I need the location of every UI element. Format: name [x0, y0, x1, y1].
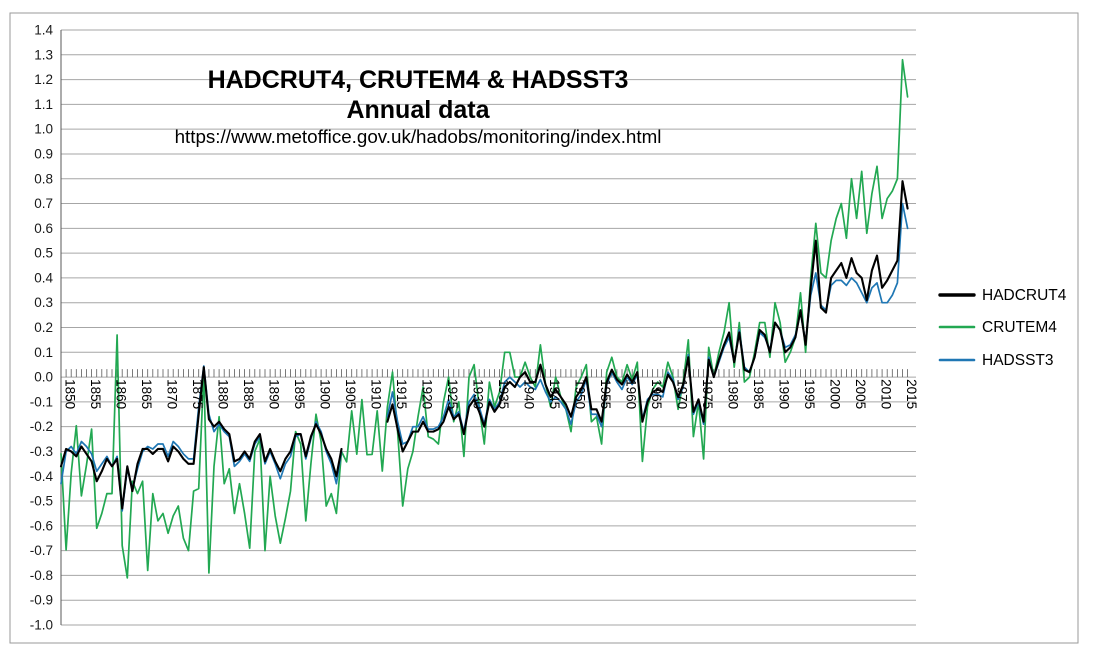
svg-text:CRUTEM4: CRUTEM4 [982, 319, 1057, 336]
svg-text:1910: 1910 [369, 379, 384, 409]
svg-text:HADSST3: HADSST3 [982, 352, 1054, 369]
svg-text:-0.6: -0.6 [30, 518, 53, 533]
svg-text:1940: 1940 [522, 379, 537, 409]
svg-text:1905: 1905 [343, 379, 358, 409]
svg-text:1875: 1875 [190, 379, 205, 409]
svg-text:0.9: 0.9 [34, 146, 53, 161]
svg-text:1985: 1985 [751, 379, 766, 409]
svg-text:1975: 1975 [700, 379, 715, 409]
svg-text:0.0: 0.0 [34, 370, 53, 385]
svg-text:1915: 1915 [394, 379, 409, 409]
svg-text:1920: 1920 [420, 379, 435, 409]
svg-text:0.1: 0.1 [34, 345, 53, 360]
svg-text:2005: 2005 [853, 379, 868, 409]
svg-text:1.2: 1.2 [34, 72, 53, 87]
svg-text:-0.2: -0.2 [30, 419, 53, 434]
svg-text:HADCRUT4, CRUTEM4 & HADSST3: HADCRUT4, CRUTEM4 & HADSST3 [208, 66, 629, 94]
svg-text:1855: 1855 [88, 379, 103, 409]
svg-text:1950: 1950 [573, 379, 588, 409]
svg-text:1890: 1890 [267, 379, 282, 409]
svg-text:2015: 2015 [904, 379, 919, 409]
svg-text:1980: 1980 [726, 379, 741, 409]
svg-text:0.7: 0.7 [34, 196, 53, 211]
svg-text:1860: 1860 [114, 379, 129, 409]
svg-text:1965: 1965 [649, 379, 664, 409]
svg-text:0.4: 0.4 [34, 270, 53, 285]
svg-text:1.3: 1.3 [34, 47, 53, 62]
svg-text:-0.9: -0.9 [30, 593, 53, 608]
svg-text:1925: 1925 [445, 379, 460, 409]
svg-text:0.8: 0.8 [34, 171, 53, 186]
svg-text:1.0: 1.0 [34, 122, 53, 137]
svg-text:1880: 1880 [216, 379, 231, 409]
svg-text:1935: 1935 [496, 379, 511, 409]
svg-text:-1.0: -1.0 [30, 618, 53, 633]
svg-text:1970: 1970 [675, 379, 690, 409]
svg-text:0.5: 0.5 [34, 246, 53, 261]
svg-text:1995: 1995 [802, 379, 817, 409]
svg-text:1850: 1850 [63, 379, 78, 409]
svg-text:2000: 2000 [828, 379, 843, 409]
svg-text:1930: 1930 [471, 379, 486, 409]
svg-text:1945: 1945 [547, 379, 562, 409]
svg-text:Annual data: Annual data [346, 96, 490, 124]
svg-text:1900: 1900 [318, 379, 333, 409]
svg-text:-0.4: -0.4 [30, 469, 54, 484]
svg-text:-0.5: -0.5 [30, 494, 53, 509]
svg-text:1895: 1895 [292, 379, 307, 409]
svg-text:https://www.metoffice.gov.uk/h: https://www.metoffice.gov.uk/hadobs/moni… [175, 126, 662, 147]
svg-text:1960: 1960 [624, 379, 639, 409]
svg-text:-0.3: -0.3 [30, 444, 53, 459]
svg-text:0.6: 0.6 [34, 221, 53, 236]
svg-text:1870: 1870 [165, 379, 180, 409]
svg-text:HADCRUT4: HADCRUT4 [982, 287, 1067, 304]
svg-text:2010: 2010 [879, 379, 894, 409]
svg-text:-0.7: -0.7 [30, 543, 53, 558]
svg-text:1955: 1955 [598, 379, 613, 409]
svg-text:1885: 1885 [241, 379, 256, 409]
svg-text:1.4: 1.4 [34, 23, 53, 38]
svg-text:0.3: 0.3 [34, 295, 53, 310]
svg-text:1.1: 1.1 [34, 97, 53, 112]
svg-text:0.2: 0.2 [34, 320, 53, 335]
svg-text:1990: 1990 [777, 379, 792, 409]
svg-text:-0.8: -0.8 [30, 568, 53, 583]
svg-text:-0.1: -0.1 [30, 394, 53, 409]
svg-text:1865: 1865 [139, 379, 154, 409]
